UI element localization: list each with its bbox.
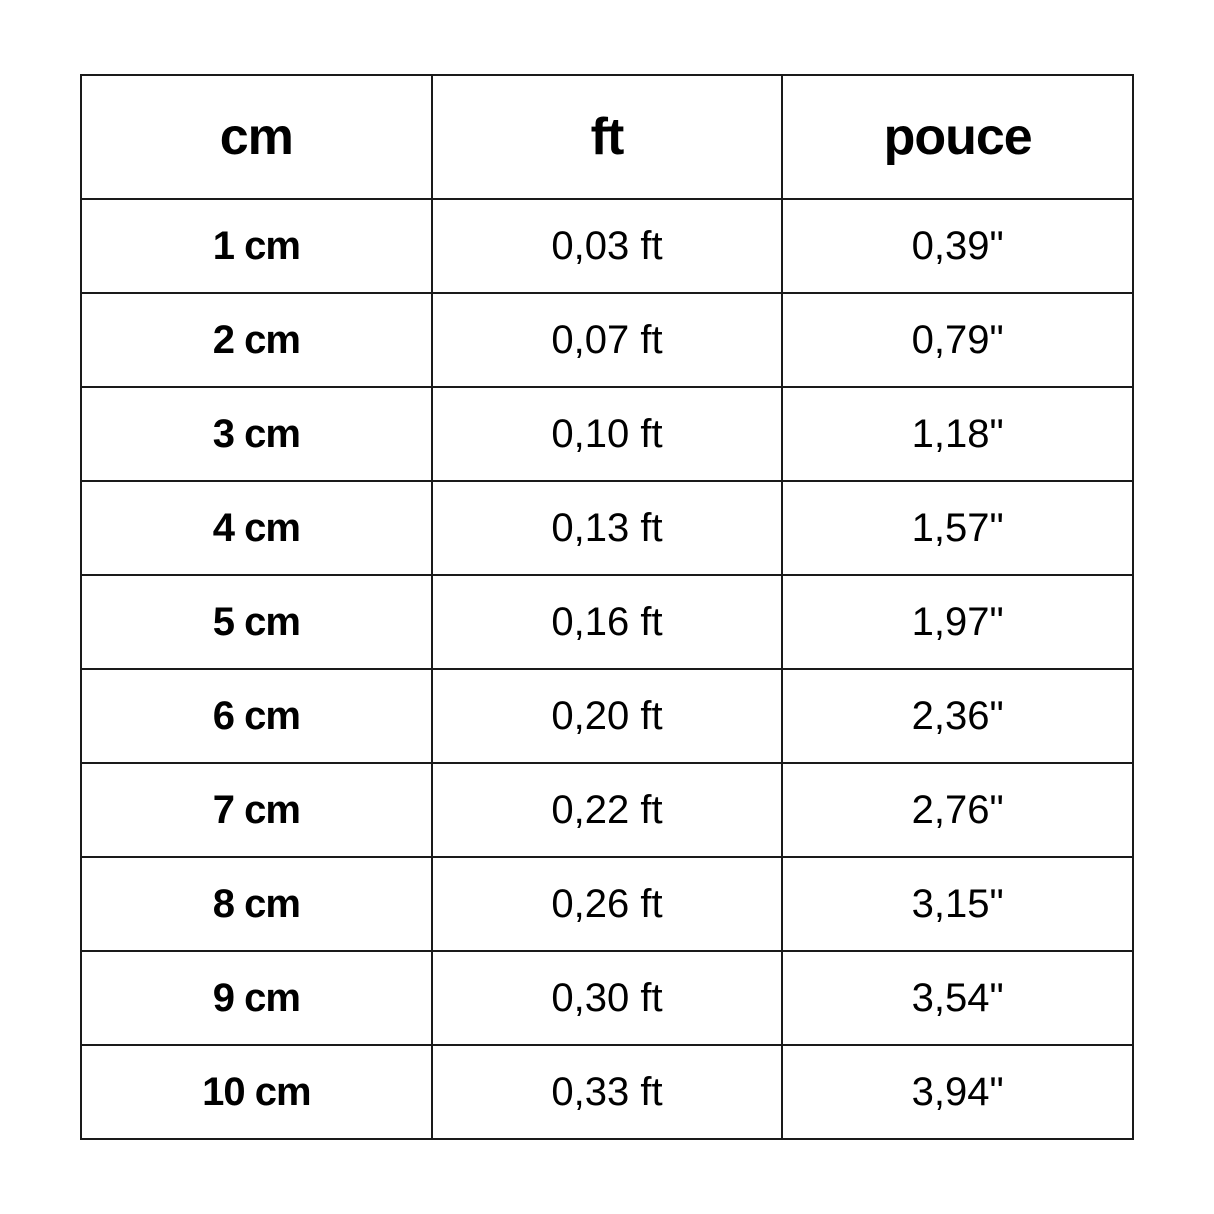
table-row: 7 cm 0,22 ft 2,76"	[80, 762, 1134, 858]
table-row: 1 cm 0,03 ft 0,39"	[80, 198, 1134, 294]
cell-ft: 0,03 ft	[430, 198, 784, 294]
conversion-table: cm ft pouce 1 cm 0,03 ft 0,39" 2 cm 0,07 ft 0…	[80, 74, 1134, 1140]
table-row: 6 cm 0,20 ft 2,36"	[80, 668, 1134, 764]
cell-cm: 7 cm	[80, 762, 433, 858]
table-row: 4 cm 0,13 ft 1,57"	[80, 480, 1134, 576]
header-pouce: pouce	[781, 74, 1134, 200]
cell-ft: 0,07 ft	[430, 292, 784, 388]
cell-cm: 1 cm	[80, 198, 433, 294]
header-cm: cm	[80, 74, 433, 200]
cell-cm: 10 cm	[80, 1044, 433, 1140]
cell-cm: 8 cm	[80, 856, 433, 952]
cell-cm: 4 cm	[80, 480, 433, 576]
cell-pouce: 2,76"	[781, 762, 1134, 858]
header-ft: ft	[430, 74, 784, 200]
cell-ft: 0,30 ft	[430, 950, 784, 1046]
cell-ft: 0,33 ft	[430, 1044, 784, 1140]
header-row: cm ft pouce	[80, 74, 1134, 200]
table-row: 10 cm 0,33 ft 3,94"	[80, 1044, 1134, 1140]
cell-ft: 0,13 ft	[430, 480, 784, 576]
cell-cm: 9 cm	[80, 950, 433, 1046]
cell-cm: 2 cm	[80, 292, 433, 388]
cell-pouce: 1,97"	[781, 574, 1134, 670]
cell-cm: 3 cm	[80, 386, 433, 482]
cell-ft: 0,20 ft	[430, 668, 784, 764]
table-row: 2 cm 0,07 ft 0,79"	[80, 292, 1134, 388]
cell-cm: 6 cm	[80, 668, 433, 764]
cell-ft: 0,22 ft	[430, 762, 784, 858]
table-row: 3 cm 0,10 ft 1,18"	[80, 386, 1134, 482]
table-row: 8 cm 0,26 ft 3,15"	[80, 856, 1134, 952]
cell-pouce: 1,18"	[781, 386, 1134, 482]
cell-pouce: 1,57"	[781, 480, 1134, 576]
table-row: 5 cm 0,16 ft 1,97"	[80, 574, 1134, 670]
cell-cm: 5 cm	[80, 574, 433, 670]
cell-pouce: 0,39"	[781, 198, 1134, 294]
cell-ft: 0,10 ft	[430, 386, 784, 482]
cell-ft: 0,26 ft	[430, 856, 784, 952]
cell-pouce: 3,54"	[781, 950, 1134, 1046]
table-row: 9 cm 0,30 ft 3,54"	[80, 950, 1134, 1046]
cell-pouce: 3,15"	[781, 856, 1134, 952]
cell-ft: 0,16 ft	[430, 574, 784, 670]
cell-pouce: 0,79"	[781, 292, 1134, 388]
cell-pouce: 3,94"	[781, 1044, 1134, 1140]
cell-pouce: 2,36"	[781, 668, 1134, 764]
